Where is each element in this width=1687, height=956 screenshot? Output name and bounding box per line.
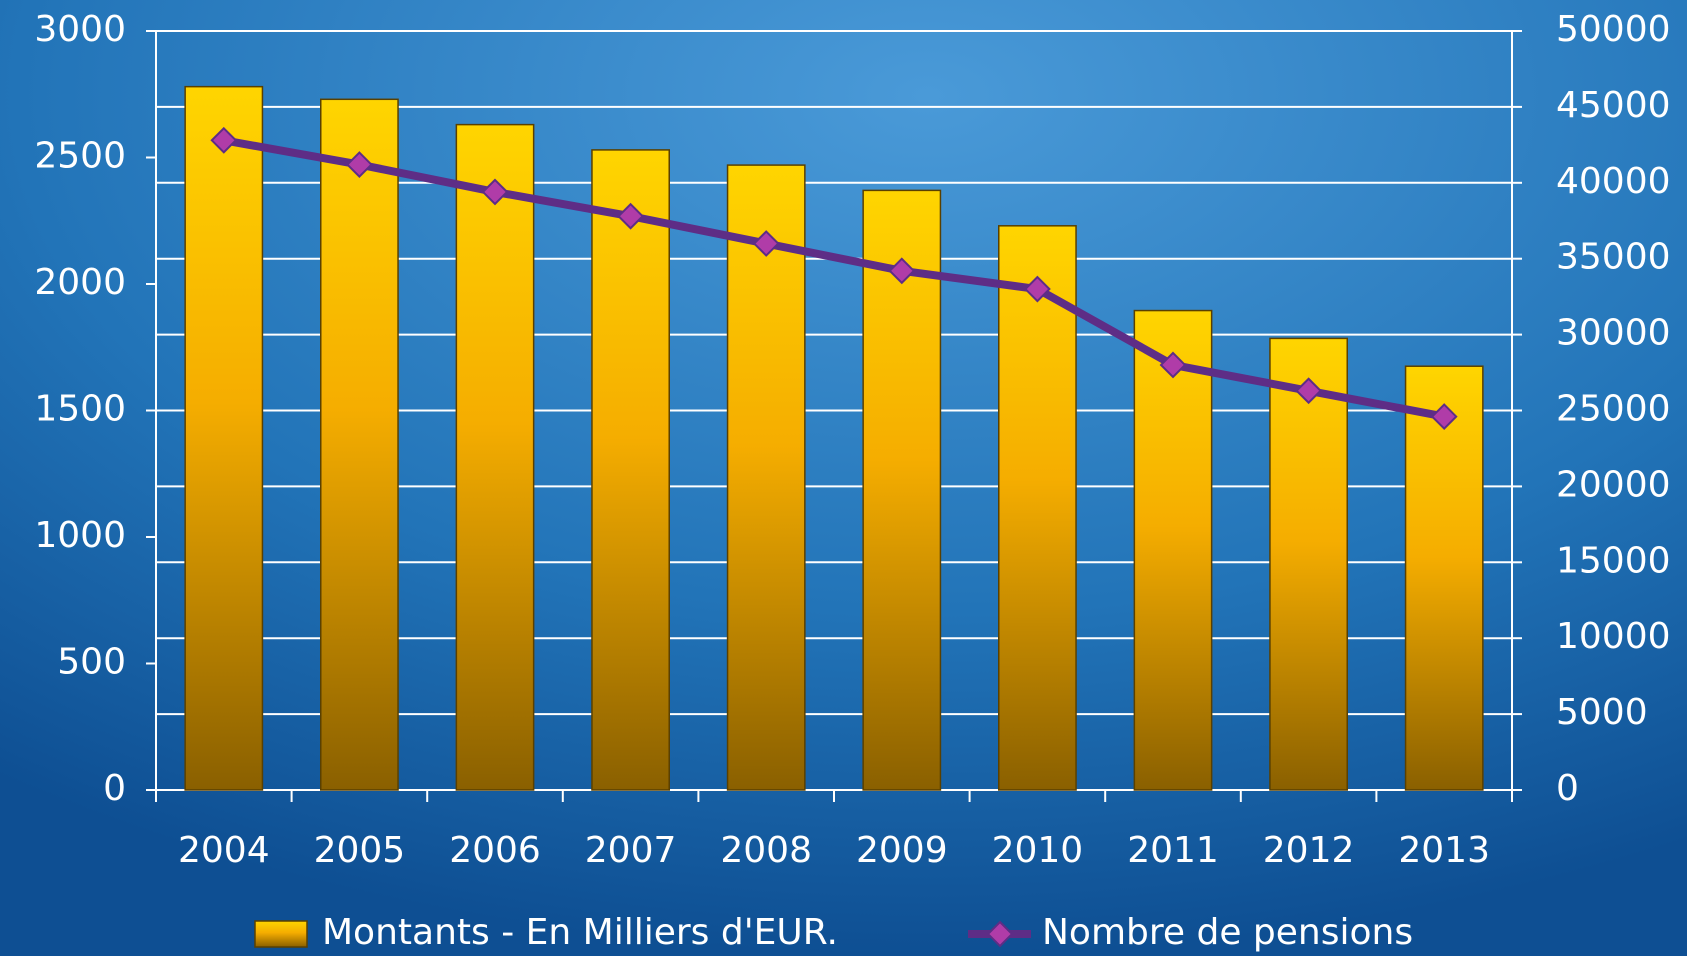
marker xyxy=(752,230,780,257)
marker xyxy=(210,126,238,154)
y2-tick-label: 50000 xyxy=(1556,9,1671,50)
legend-label: Montants - En Milliers d'EUR. xyxy=(322,912,838,953)
line xyxy=(223,136,1445,421)
bar xyxy=(1133,309,1213,791)
marker xyxy=(1295,377,1323,405)
x-tick-label: 2011 xyxy=(1127,830,1219,871)
bar xyxy=(184,85,264,791)
legend-marker xyxy=(986,920,1014,948)
bar xyxy=(862,189,942,791)
y-tick-label: 2500 xyxy=(34,136,126,177)
bar xyxy=(1404,365,1484,791)
bar xyxy=(726,164,806,791)
bar xyxy=(1269,337,1348,791)
y2-tick-label: 25000 xyxy=(1556,389,1671,430)
marker xyxy=(345,151,373,178)
x-tick-label: 2005 xyxy=(314,830,406,871)
y-tick-label: 1000 xyxy=(34,515,126,556)
y2-tick-label: 20000 xyxy=(1556,464,1671,505)
marker xyxy=(481,178,509,206)
x-tick-label: 2006 xyxy=(449,830,541,871)
y2-tick-label: 5000 xyxy=(1556,692,1648,733)
bar xyxy=(455,123,535,791)
x-tick-label: 2004 xyxy=(178,830,270,871)
y-tick-label: 500 xyxy=(57,642,126,683)
x-tick-label: 2010 xyxy=(992,830,1084,871)
marker xyxy=(1430,403,1458,430)
marker xyxy=(617,202,645,230)
x-tick-label: 2007 xyxy=(585,830,677,871)
y-tick-label: 2000 xyxy=(34,262,126,303)
legend-swatch xyxy=(254,920,308,948)
y2-tick-label: 45000 xyxy=(1556,85,1671,126)
y2-tick-label: 40000 xyxy=(1556,161,1671,202)
y2-tick-label: 15000 xyxy=(1556,540,1671,581)
y-tick-label: 1500 xyxy=(34,389,126,430)
marker xyxy=(1159,351,1187,379)
y2-tick-label: 10000 xyxy=(1556,616,1671,657)
y2-tick-label: 0 xyxy=(1556,768,1579,809)
bar xyxy=(998,225,1077,791)
x-tick-label: 2009 xyxy=(856,830,948,871)
x-tick-label: 2008 xyxy=(720,830,812,871)
y2-tick-label: 35000 xyxy=(1556,237,1671,278)
y-tick-label: 0 xyxy=(103,768,126,809)
y2-tick-label: 30000 xyxy=(1556,313,1671,354)
marker xyxy=(888,257,916,285)
x-tick-label: 2012 xyxy=(1263,830,1355,871)
legend-label: Nombre de pensions xyxy=(1042,912,1413,953)
x-tick-label: 2013 xyxy=(1398,830,1490,871)
bar xyxy=(591,149,670,791)
marker xyxy=(1023,275,1051,303)
y-tick-label: 3000 xyxy=(34,9,126,50)
bar xyxy=(320,98,399,791)
